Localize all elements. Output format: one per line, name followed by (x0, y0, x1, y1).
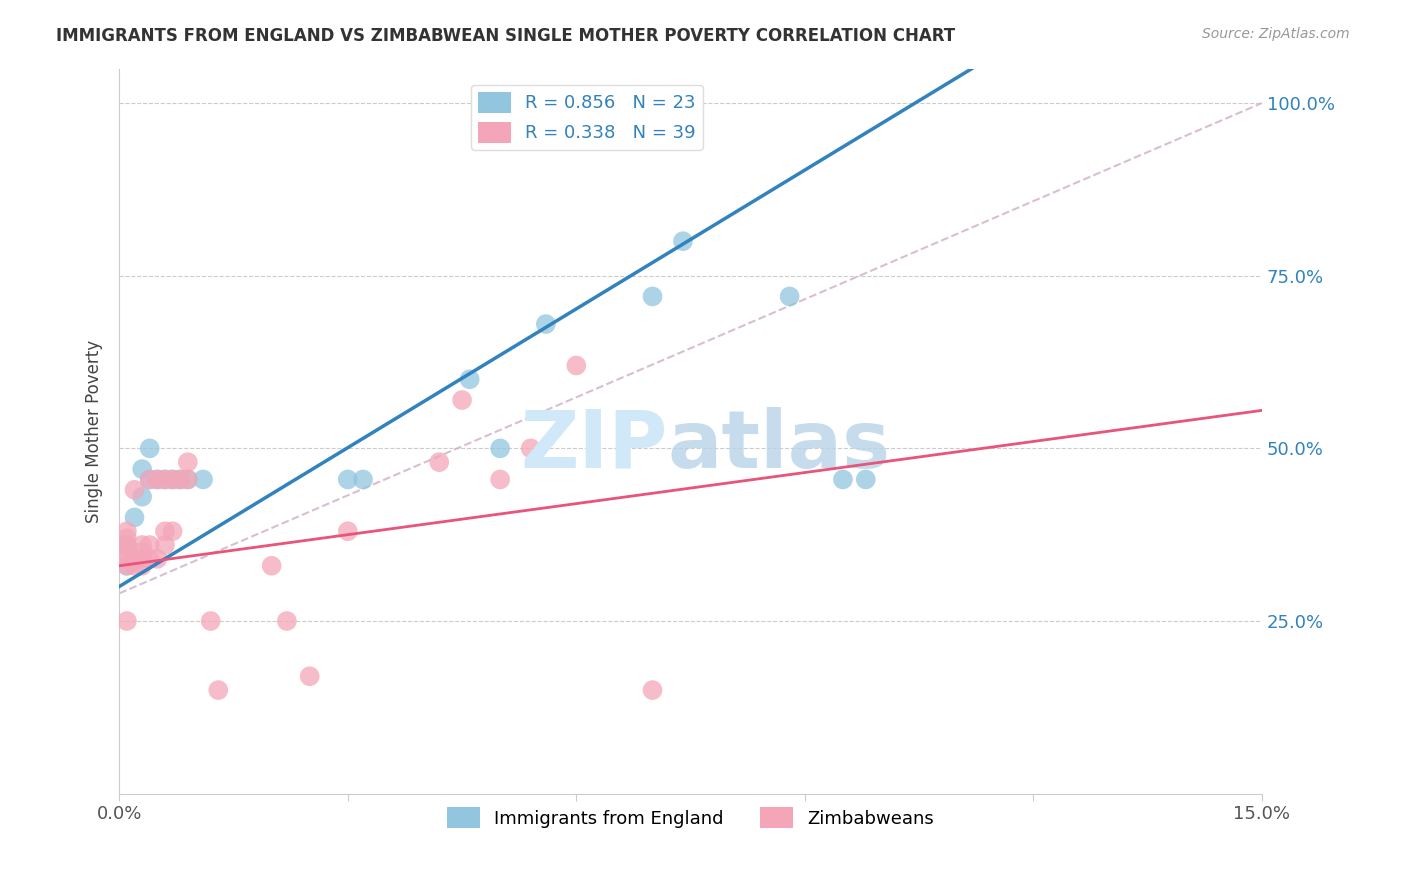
Point (131, 490, 153, 504)
Y-axis label: Single Mother Poverty: Single Mother Poverty (86, 340, 103, 523)
Point (131, 552, 153, 566)
Point (115, 552, 138, 566)
Point (131, 538, 153, 552)
Point (427, 455, 450, 469)
Point (855, 472, 877, 486)
Point (169, 472, 191, 486)
Point (200, 614, 222, 628)
Point (162, 472, 184, 486)
Point (207, 683, 229, 698)
Text: Source: ZipAtlas.com: Source: ZipAtlas.com (1202, 27, 1350, 41)
Legend: R = 0.856   N = 23, R = 0.338   N = 39: R = 0.856 N = 23, R = 0.338 N = 39 (471, 85, 703, 150)
Point (115, 538, 138, 552)
Point (672, 234, 695, 248)
Point (153, 472, 176, 486)
Point (169, 472, 191, 486)
Point (162, 472, 184, 486)
Point (115, 545, 138, 559)
Point (146, 552, 169, 566)
Point (146, 472, 169, 486)
Point (177, 472, 200, 486)
Point (534, 317, 557, 331)
Point (131, 462, 153, 476)
Point (139, 442, 162, 456)
Point (489, 442, 512, 456)
Point (641, 683, 664, 698)
Point (146, 472, 169, 486)
Point (451, 392, 474, 407)
Point (191, 472, 214, 486)
Point (115, 524, 138, 539)
Point (298, 669, 321, 683)
Point (153, 538, 176, 552)
Point (139, 552, 162, 566)
Point (115, 558, 138, 573)
Point (139, 538, 162, 552)
Point (177, 455, 200, 469)
Point (336, 524, 359, 539)
Point (153, 472, 176, 486)
Point (276, 614, 298, 628)
Point (115, 538, 138, 552)
Text: IMMIGRANTS FROM ENGLAND VS ZIMBABWEAN SINGLE MOTHER POVERTY CORRELATION CHART: IMMIGRANTS FROM ENGLAND VS ZIMBABWEAN SI… (56, 27, 955, 45)
Point (131, 545, 153, 559)
Point (115, 558, 138, 573)
Point (124, 558, 146, 573)
Point (352, 472, 374, 486)
Point (139, 472, 162, 486)
Point (124, 483, 146, 497)
Point (131, 558, 153, 573)
Point (153, 524, 176, 539)
Point (641, 289, 664, 303)
Point (519, 442, 541, 456)
Text: atlas: atlas (668, 407, 891, 484)
Point (832, 472, 855, 486)
Point (124, 552, 146, 566)
Point (115, 531, 138, 545)
Point (139, 472, 162, 486)
Point (162, 524, 184, 539)
Point (779, 289, 801, 303)
Point (115, 614, 138, 628)
Point (336, 472, 359, 486)
Point (260, 558, 283, 573)
Point (489, 472, 512, 486)
Point (458, 372, 481, 386)
Point (177, 472, 200, 486)
Point (124, 510, 146, 524)
Point (565, 359, 588, 373)
Text: ZIP: ZIP (520, 407, 668, 484)
